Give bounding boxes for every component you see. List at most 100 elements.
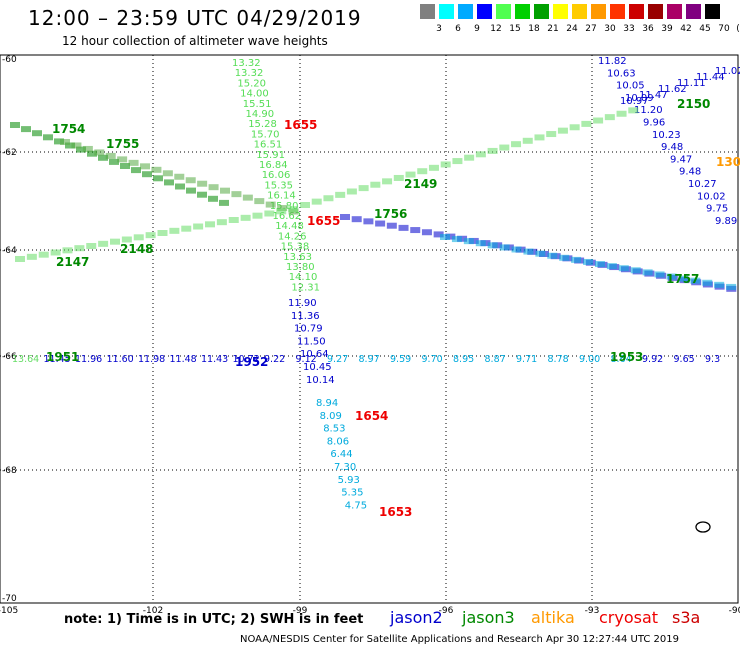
pass-time-label: 1756 bbox=[374, 207, 407, 221]
swh-value: 13.63 bbox=[283, 252, 312, 263]
dense-track-mark bbox=[120, 163, 130, 169]
swh-value: 8.97 bbox=[359, 354, 380, 365]
dense-track-mark bbox=[240, 214, 251, 221]
scale-label: 9 bbox=[474, 24, 480, 34]
dense-track-mark bbox=[654, 271, 665, 278]
dense-track-mark bbox=[164, 179, 174, 186]
swh-value: 10.79 bbox=[294, 324, 323, 335]
pass-time-label: 2150 bbox=[677, 97, 710, 111]
swh-value: 5.93 bbox=[338, 475, 360, 486]
dense-track-mark bbox=[94, 149, 105, 156]
swh-value: 11.02 bbox=[715, 66, 740, 77]
scale-label: 18 bbox=[528, 24, 540, 34]
dense-track-mark bbox=[252, 212, 263, 219]
swh-value: 15.70 bbox=[251, 129, 280, 140]
swh-value: 16.14 bbox=[267, 191, 296, 202]
swh-value: 11.11 bbox=[677, 78, 706, 89]
dense-track-mark bbox=[153, 175, 163, 182]
swh-value: 14.10 bbox=[289, 272, 318, 283]
dense-track-mark bbox=[475, 151, 486, 158]
swh-value: 11.36 bbox=[291, 311, 320, 322]
swh-value: 11.96 bbox=[75, 354, 102, 365]
legend-jason3: jason3 bbox=[462, 608, 515, 627]
dense-track-mark bbox=[616, 110, 627, 117]
swh-value: 11.90 bbox=[288, 298, 317, 309]
lat-label: -68 bbox=[2, 466, 17, 476]
swh-tracks: 13.3213.3215.2014.0015.5114.9015.2815.70… bbox=[10, 56, 740, 511]
swh-value: 9.92 bbox=[642, 354, 663, 365]
credit-line: NOAA/NESDIS Center for Satellite Applica… bbox=[240, 634, 679, 645]
pass-time-label: 1951 bbox=[46, 350, 79, 364]
pass-time-label: 1952 bbox=[235, 355, 268, 369]
dense-track-mark bbox=[666, 273, 677, 280]
scale-label: 70 bbox=[718, 24, 730, 34]
scale-swatch bbox=[420, 4, 435, 19]
dense-track-mark bbox=[276, 208, 287, 215]
lat-label: -66 bbox=[2, 352, 17, 362]
dense-track-mark bbox=[82, 145, 93, 152]
swh-value: 13.32 bbox=[235, 68, 264, 79]
dense-track-mark bbox=[475, 240, 486, 247]
dense-track-mark bbox=[145, 232, 156, 239]
dense-track-mark bbox=[65, 142, 75, 149]
swh-value: 12.31 bbox=[291, 282, 320, 293]
dense-track-mark bbox=[445, 233, 456, 240]
dense-track-mark bbox=[463, 238, 474, 245]
scale-swatch bbox=[591, 4, 606, 19]
dense-track-mark bbox=[340, 214, 350, 220]
dense-track-mark bbox=[604, 114, 615, 121]
swh-value: 11.62 bbox=[658, 84, 687, 95]
lon-label: -96 bbox=[439, 606, 454, 616]
scale-swatch bbox=[515, 4, 530, 19]
scale-label: 36 bbox=[642, 24, 654, 34]
dense-track-mark bbox=[193, 223, 204, 230]
dense-track-mark bbox=[311, 198, 322, 205]
dense-track-mark bbox=[169, 227, 180, 234]
swh-value: 7.30 bbox=[334, 462, 356, 473]
dense-track-mark bbox=[440, 161, 451, 168]
dense-track-mark bbox=[464, 154, 475, 161]
axis-labels: -105 -102 -99 -96 -93 -90 -60 -62 -64 -66 -68 -70 bbox=[0, 55, 740, 616]
swh-value: 10.45 bbox=[303, 362, 332, 373]
swh-value: 14.26 bbox=[278, 231, 307, 242]
pass-time-label: 2148 bbox=[120, 242, 153, 256]
dense-track-mark bbox=[499, 244, 510, 251]
dense-track-mark bbox=[363, 218, 374, 225]
dense-track-mark bbox=[583, 258, 594, 265]
dense-track-mark bbox=[197, 191, 207, 198]
dense-track-mark bbox=[185, 177, 196, 184]
swh-value: 9.75 bbox=[706, 204, 728, 215]
dense-track-mark bbox=[228, 217, 239, 223]
dense-track-mark bbox=[557, 127, 568, 134]
swh-value: 10.09 bbox=[625, 93, 654, 104]
swh-value: 13.32 bbox=[232, 58, 261, 69]
dense-track-mark bbox=[174, 173, 185, 180]
scale-label: 30 bbox=[604, 24, 616, 34]
swh-value: 9.12 bbox=[296, 354, 317, 365]
swh-value: 15.20 bbox=[237, 78, 266, 89]
scale-swatch bbox=[648, 4, 663, 19]
dense-track-mark bbox=[300, 202, 310, 208]
scale-label: 6 bbox=[455, 24, 461, 34]
dense-track-mark bbox=[393, 174, 404, 181]
pass-time-label: 1757 bbox=[666, 272, 699, 286]
island-outline bbox=[695, 521, 711, 533]
swh-value: 8.95 bbox=[453, 354, 474, 365]
scale-swatch bbox=[610, 4, 625, 19]
scale-label: 21 bbox=[547, 24, 559, 34]
swh-value: 10.14 bbox=[306, 375, 335, 386]
dense-track-mark bbox=[487, 147, 498, 154]
pass-time-label: 1653 bbox=[379, 505, 412, 519]
swh-value: 8.78 bbox=[548, 354, 569, 365]
dense-track-mark bbox=[50, 249, 61, 256]
swh-value: 15.28 bbox=[248, 119, 277, 130]
swh-value: 8.64 bbox=[611, 354, 632, 365]
swh-value: 10.02 bbox=[697, 191, 726, 202]
dense-track-mark bbox=[208, 195, 218, 202]
swh-value: 15.51 bbox=[243, 99, 272, 110]
dense-track-mark bbox=[690, 277, 701, 284]
pass-time-label: 1654 bbox=[355, 409, 388, 423]
dense-track-mark bbox=[254, 198, 265, 205]
swh-value: 14.90 bbox=[246, 109, 275, 120]
pass-time-label: 1754 bbox=[52, 122, 85, 136]
